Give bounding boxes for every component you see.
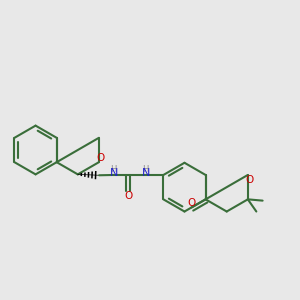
Text: H: H (142, 164, 149, 173)
Text: N: N (142, 168, 150, 178)
Text: O: O (245, 175, 253, 185)
Text: H: H (111, 164, 117, 173)
Text: O: O (97, 153, 105, 163)
Text: N: N (110, 168, 118, 178)
Text: O: O (188, 198, 196, 208)
Text: O: O (124, 191, 133, 201)
